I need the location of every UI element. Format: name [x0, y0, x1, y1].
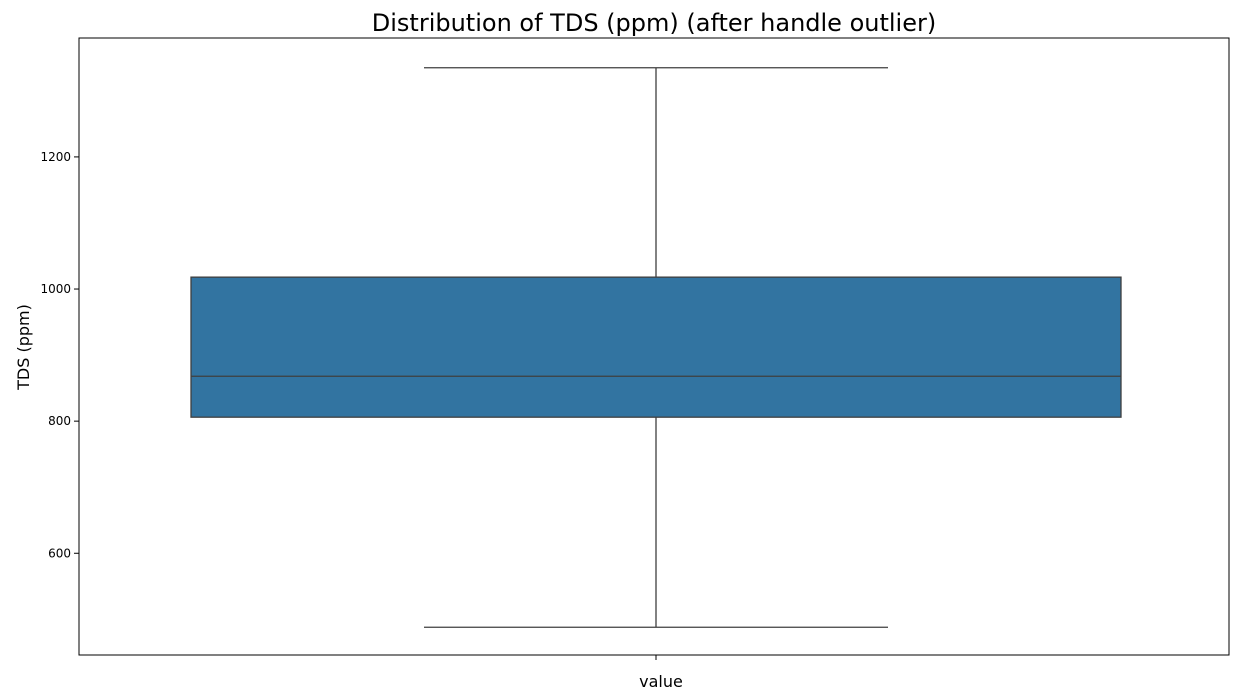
- y-tick-label: 1000: [40, 282, 71, 296]
- y-tick-label: 800: [48, 414, 71, 428]
- x-axis-label: value: [639, 672, 683, 691]
- box-group: [190, 67, 1122, 628]
- chart-title: Distribution of TDS (ppm) (after handle …: [372, 9, 936, 37]
- y-tick-label: 1200: [40, 150, 71, 164]
- interquartile-box: [190, 276, 1122, 418]
- y-tick-label: 600: [48, 546, 71, 560]
- y-axis-ticks: 600 800 1000 1200: [40, 150, 657, 660]
- y-axis-label: TDS (ppm): [14, 304, 33, 391]
- plot-area-frame: [78, 37, 1230, 656]
